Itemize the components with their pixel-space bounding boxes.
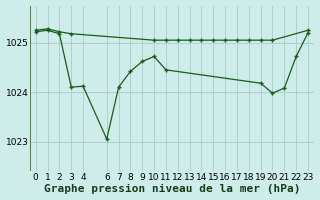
- X-axis label: Graphe pression niveau de la mer (hPa): Graphe pression niveau de la mer (hPa): [44, 184, 300, 194]
